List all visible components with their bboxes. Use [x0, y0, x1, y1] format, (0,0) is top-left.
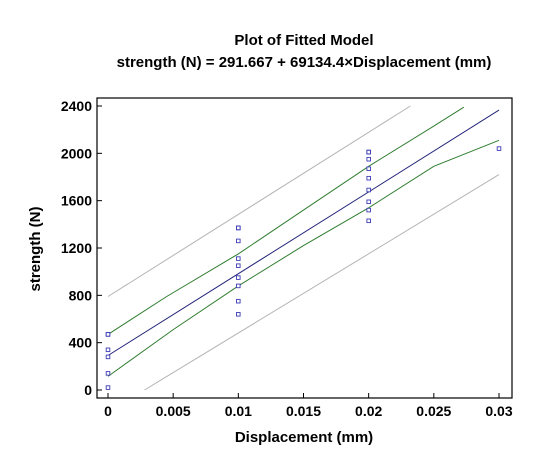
y-tick-label: 0: [84, 382, 92, 398]
y-tick-label: 2000: [61, 145, 92, 161]
x-axis-label: Displacement (mm): [235, 429, 373, 446]
x-tick-label: 0.03: [485, 403, 512, 419]
x-tick-label: 0.005: [156, 403, 191, 419]
data-point: [236, 238, 241, 244]
data-point: [105, 347, 111, 353]
data-point: [105, 354, 111, 360]
plot-frame: [96, 97, 513, 399]
data-point: [366, 218, 371, 224]
y-axis-label: strength (N): [27, 207, 44, 292]
plot-area: 0 0.005 0.01 0.015 0.02 0.025 0.03 0 400 800 1200 1…: [61, 97, 513, 419]
chart-subtitle: strength (N) = 291.667 + 69134.4×Displac…: [117, 54, 492, 71]
chart-title: Plot of Fitted Model: [234, 32, 373, 49]
data-point: [236, 283, 241, 289]
x-tick-label: 0.02: [355, 403, 382, 419]
x-tick-label: 0.015: [286, 403, 321, 419]
y-tick-label: 1600: [61, 193, 92, 209]
y-tick-label: 400: [69, 335, 93, 351]
data-point: [236, 298, 241, 304]
x-tick-label: 0.01: [225, 403, 252, 419]
y-tick-label: 800: [69, 287, 93, 303]
data-point: [236, 263, 241, 268]
data-point: [236, 275, 241, 280]
confidence-upper-line: [107, 106, 465, 335]
data-point: [105, 371, 111, 376]
confidence-lower-line: [107, 139, 500, 377]
data-point: [105, 385, 111, 390]
prediction-lower-line: [144, 174, 500, 391]
data-point: [366, 207, 371, 213]
data-point: [366, 166, 371, 171]
y-tick-label: 1200: [61, 240, 92, 256]
data-point: [366, 156, 371, 162]
prediction-upper-line: [107, 105, 411, 297]
x-tick-label: 0.025: [416, 403, 451, 419]
fitted-line: [107, 109, 500, 356]
data-point: [496, 146, 502, 151]
data-point: [236, 256, 241, 261]
y-tick-label: 2400: [61, 98, 92, 114]
data-point: [366, 149, 371, 155]
data-point: [236, 312, 241, 317]
data-point: [366, 199, 371, 205]
data-point: [366, 175, 371, 181]
data-point: [366, 187, 371, 193]
data-point: [236, 225, 241, 231]
x-tick-label: 0: [104, 403, 112, 419]
data-point: [105, 332, 111, 337]
